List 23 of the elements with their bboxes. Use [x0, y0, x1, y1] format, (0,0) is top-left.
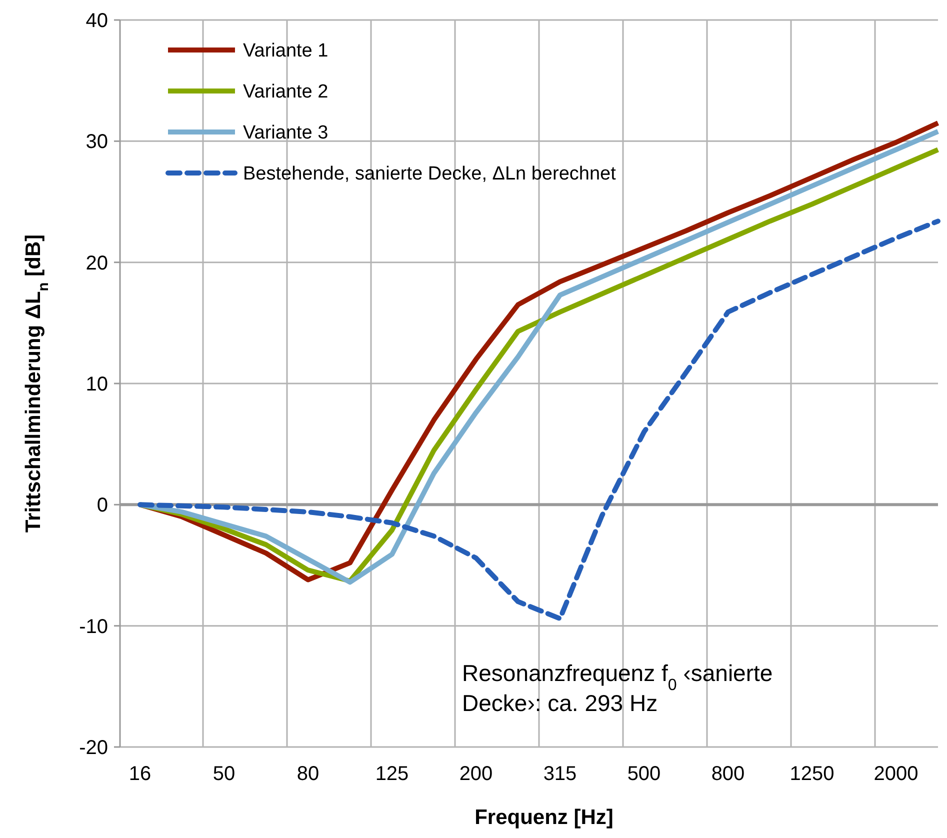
x-tick-label: 500 [627, 763, 661, 785]
y-tick-label: -20 [79, 737, 108, 759]
y-tick-label: 40 [86, 10, 108, 32]
x-tick-label: 16 [128, 763, 152, 785]
x-tick-label: 1250 [790, 763, 834, 785]
y-tick-label: -10 [79, 616, 108, 638]
x-tick-label: 800 [711, 763, 745, 785]
legend-label: Variante 1 [243, 40, 328, 62]
x-tick-label: 50 [212, 763, 236, 785]
legend-label: Variante 3 [243, 122, 328, 144]
x-tick-label: 315 [543, 763, 577, 785]
y-tick-label: 20 [86, 252, 108, 274]
annotation: Resonanzfrequenz f$_{0}$ ‹sanierte Decke›: ca. 293 Hz [462, 660, 773, 716]
x-tick-label: 200 [459, 763, 493, 785]
y-tick-label: 0 [96, 494, 108, 517]
x-tick-label: 2000 [874, 763, 918, 785]
y-tick-label: 30 [86, 131, 108, 154]
legend-label: Variante 2 [243, 82, 328, 103]
x-tick-label: 80 [296, 763, 320, 785]
x-axis-title: Frequenz [Hz] [474, 806, 614, 829]
legend-label: Bestehende, sanierte Decke, ΔLn berechnet [243, 164, 617, 185]
y-tick-label: 10 [86, 374, 108, 396]
x-tick-label: 125 [375, 763, 409, 785]
